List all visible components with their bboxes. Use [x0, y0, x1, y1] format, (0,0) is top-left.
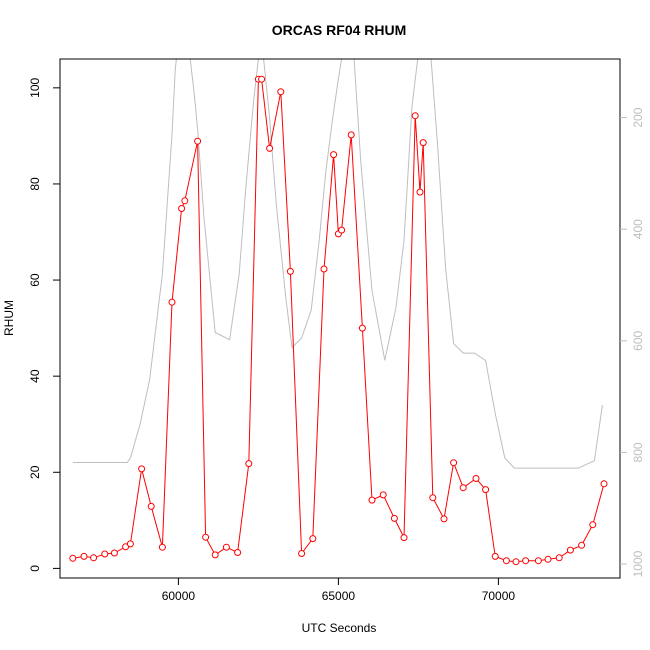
y-axis: 0 20 40 60 80 100 — [28, 78, 60, 572]
primary-series — [69, 75, 608, 566]
secondary-series — [72, 59, 603, 469]
data-point — [600, 480, 608, 488]
y-tick-label: 60 — [28, 273, 42, 287]
data-point — [138, 465, 146, 473]
data-point — [534, 557, 542, 565]
data-point — [178, 205, 186, 212]
data-point — [277, 88, 285, 96]
data-point — [168, 298, 176, 306]
data-point — [566, 546, 574, 554]
x-tick-label: 60000 — [162, 589, 196, 603]
data-point — [234, 549, 242, 556]
series-line-secondary — [72, 59, 603, 469]
data-point — [266, 144, 274, 152]
data-point — [544, 555, 552, 563]
data-point — [194, 137, 202, 145]
data-point — [555, 554, 563, 562]
y-tick-label: 0 — [28, 565, 42, 572]
data-point — [90, 554, 98, 562]
data-point — [245, 460, 253, 468]
data-point — [101, 550, 109, 558]
data-point — [338, 226, 346, 234]
y-tick-label: 20 — [28, 465, 42, 479]
data-point — [202, 533, 210, 541]
data-point — [211, 551, 219, 559]
data-point — [578, 541, 586, 549]
data-point — [181, 197, 189, 205]
data-point — [472, 475, 480, 482]
data-point — [126, 540, 134, 548]
data-point — [502, 557, 510, 565]
data-point — [158, 543, 166, 551]
data-point — [459, 484, 467, 492]
data-point — [80, 552, 88, 560]
y2-tick-label: 200 — [631, 107, 645, 127]
y2-tick-label: 1000 — [631, 550, 645, 577]
data-point — [482, 486, 490, 494]
data-point — [411, 112, 419, 120]
y-tick-label: 40 — [28, 369, 42, 383]
data-point — [522, 557, 530, 565]
data-point — [440, 515, 448, 523]
y-axis-label: RHUM — [2, 300, 16, 336]
data-point — [222, 543, 230, 551]
data-point — [379, 491, 387, 499]
chart-title: ORCAS RF04 RHUM — [272, 22, 407, 38]
data-point — [69, 554, 77, 562]
data-point — [416, 188, 424, 196]
y2-tick-label: 400 — [631, 219, 645, 239]
data-point — [512, 558, 520, 566]
y2-axis: 200 400 600 800 1000 — [620, 107, 645, 577]
x-axis-label: UTC Seconds — [302, 621, 377, 635]
x-tick-label: 65000 — [322, 589, 356, 603]
y-tick-label: 80 — [28, 177, 42, 191]
data-point — [400, 534, 408, 542]
data-point — [298, 550, 306, 557]
data-point — [330, 151, 338, 159]
data-point — [358, 324, 366, 332]
data-point — [491, 552, 499, 560]
plot-frame — [59, 58, 621, 579]
data-point — [147, 502, 155, 510]
y-tick-label: 100 — [28, 78, 42, 98]
data-point — [110, 549, 118, 557]
data-point — [450, 459, 458, 467]
y2-tick-label: 800 — [631, 442, 645, 462]
data-point — [429, 494, 437, 502]
y2-tick-label: 600 — [631, 330, 645, 350]
data-point — [368, 496, 376, 504]
x-axis: 60000 65000 70000 — [162, 578, 516, 603]
data-point — [286, 267, 294, 275]
data-point — [419, 139, 427, 147]
data-point — [589, 521, 597, 529]
data-point — [320, 265, 328, 273]
data-point — [309, 535, 317, 543]
x-tick-label: 70000 — [482, 589, 516, 603]
data-point — [390, 514, 398, 522]
data-point — [347, 131, 355, 139]
data-point — [258, 75, 266, 83]
